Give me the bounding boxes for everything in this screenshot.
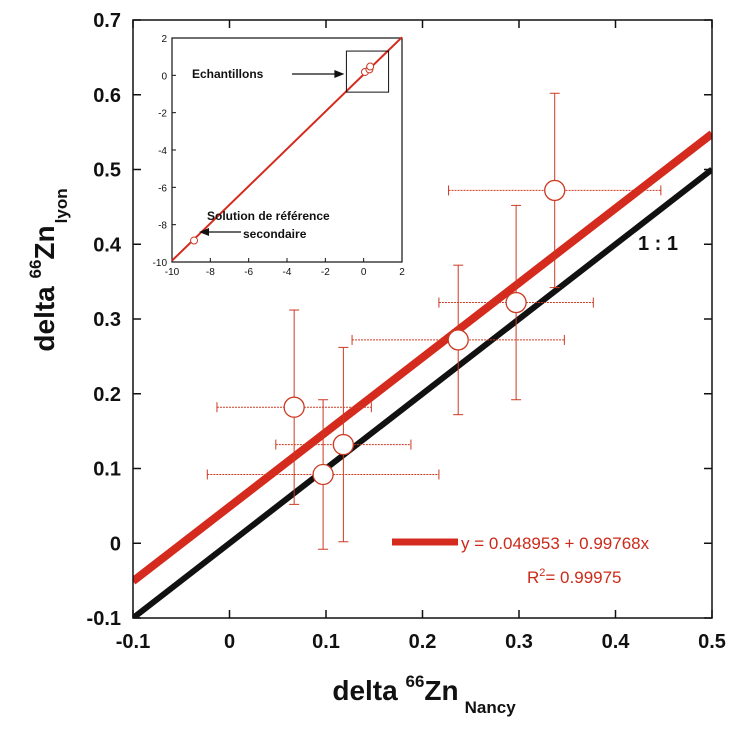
y-tick-label: 0.2 <box>93 384 121 406</box>
fit-equation-label: y = 0.048953 + 0.99768x <box>461 534 650 553</box>
inset-y-tick-label: -4 <box>158 146 167 157</box>
r-squared-label: R2= 0.99975 <box>527 567 622 587</box>
x-axis-label-prefix: delta <box>332 675 405 706</box>
point-marker <box>283 396 305 418</box>
y-tick-label: 0.6 <box>93 85 121 107</box>
inset-point-marker <box>190 236 199 245</box>
x-axis-label-subscript: Nancy <box>465 698 517 717</box>
data-point <box>351 264 565 416</box>
point-marker <box>312 463 334 486</box>
inset-y-tick-label: 2 <box>161 34 167 45</box>
point-marker <box>544 179 566 202</box>
inset-y-tick-label: -8 <box>158 221 167 232</box>
x-tick-label: 0.3 <box>505 631 533 653</box>
x-axis-ticks: -0.1 0 0.1 0.2 0.3 0.4 0.5 <box>116 20 726 653</box>
inset-annotation-reference-line1: Solution de référence <box>207 209 330 223</box>
data-point <box>448 92 662 289</box>
x-tick-label: 0.4 <box>602 631 631 653</box>
inset-annotation-reference-line2: secondaire <box>243 227 307 241</box>
y-axis-label-subscript: lyon <box>52 188 71 223</box>
y-tick-label: 0.3 <box>93 309 121 331</box>
inset-y-axis-ticks: -10 -8 -6 -4 -2 0 2 <box>153 34 176 269</box>
data-point <box>206 399 440 550</box>
x-axis-label-superscript: 66 <box>405 672 424 691</box>
point-marker <box>447 329 469 351</box>
y-tick-label: 0.1 <box>93 459 121 481</box>
identity-line <box>133 167 712 618</box>
plot-area-group <box>133 92 712 618</box>
inset-x-tick-label: 2 <box>399 267 405 278</box>
inset-y-tick-label: -2 <box>158 109 167 120</box>
y-tick-label: 0.7 <box>93 10 121 32</box>
y-axis-ticks: -0.1 0 0.1 0.2 0.3 0.4 0.5 0.6 0.7 <box>87 10 712 630</box>
inset-point-marker <box>366 62 375 71</box>
inset-x-tick-label: -4 <box>283 267 292 278</box>
y-tick-label: 0.5 <box>93 160 121 182</box>
fit-line <box>133 130 712 585</box>
data-point <box>275 346 412 543</box>
r-squared-superscript: 2 <box>539 567 545 579</box>
inset-x-axis-ticks: -10 -8 -6 -4 -2 0 2 <box>165 258 405 278</box>
x-tick-label: 0.1 <box>312 631 340 653</box>
x-tick-label: 0.2 <box>409 631 437 653</box>
inset-chart: -10 -8 -6 -4 -2 0 2 -10 -8 -6 -4 -2 0 2 Echantillons… <box>153 34 406 278</box>
r-squared-prefix: R <box>527 568 539 587</box>
x-tick-label: 0.5 <box>698 631 726 653</box>
x-axis-label: delta 66Zn Nancy <box>332 672 516 717</box>
y-tick-label: 0.4 <box>93 234 122 256</box>
inset-y-tick-label: -10 <box>153 258 168 269</box>
y-tick-label: -0.1 <box>87 608 121 630</box>
inset-annotation-samples: Echantillons <box>192 67 264 81</box>
point-marker <box>505 291 527 314</box>
inset-x-tick-label: -6 <box>244 267 253 278</box>
r-squared-value: = 0.99975 <box>545 568 621 587</box>
y-tick-label: 0 <box>110 533 121 555</box>
inset-y-tick-label: -6 <box>158 183 167 194</box>
y-axis-label-superscript: 66 <box>26 260 45 279</box>
inset-x-tick-label: -8 <box>206 267 215 278</box>
data-point <box>216 309 372 505</box>
x-tick-label: -0.1 <box>116 631 150 653</box>
inset-x-tick-label: -2 <box>321 267 330 278</box>
inset-zoom-box <box>345 50 390 93</box>
x-axis-label-main: Zn <box>424 675 458 706</box>
identity-line-label: 1 : 1 <box>638 233 678 255</box>
y-axis-label-main: Zn <box>29 225 60 259</box>
inset-points <box>190 62 375 245</box>
data-point <box>438 204 594 401</box>
inset-y-tick-label: 0 <box>161 71 167 82</box>
y-axis-label: delta 66Zn lyon <box>26 188 71 351</box>
inset-arrowhead-reference <box>199 228 210 236</box>
inset-x-tick-label: 0 <box>361 267 367 278</box>
point-marker <box>332 433 355 456</box>
y-axis-label-prefix: delta <box>29 278 60 351</box>
x-tick-label: 0 <box>224 631 235 653</box>
inset-x-tick-label: -10 <box>165 267 180 278</box>
inset-arrowhead-samples <box>334 70 345 78</box>
